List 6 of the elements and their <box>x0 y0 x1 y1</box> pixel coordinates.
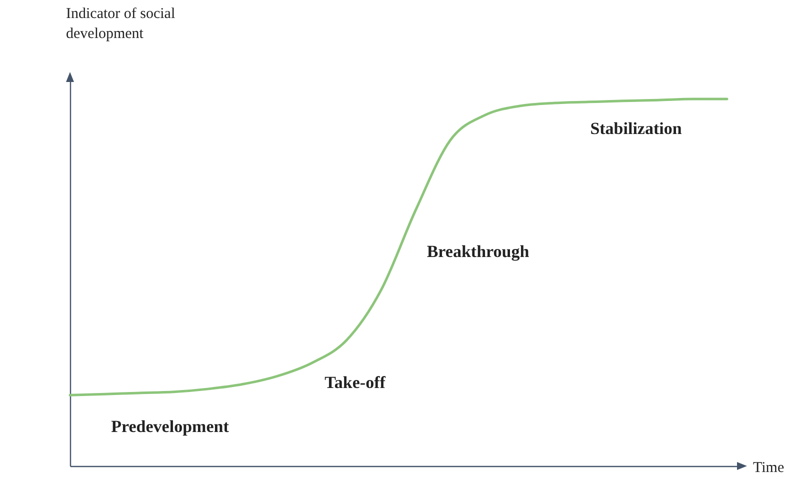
y-axis-title: Indicator of social development <box>66 5 176 44</box>
annotation: Stabilization <box>590 119 682 138</box>
x-axis-title: Time <box>753 460 784 476</box>
annotation: Predevelopment <box>111 417 230 436</box>
annotation: Take-off <box>324 373 386 392</box>
annotation: Breakthrough <box>426 242 530 261</box>
